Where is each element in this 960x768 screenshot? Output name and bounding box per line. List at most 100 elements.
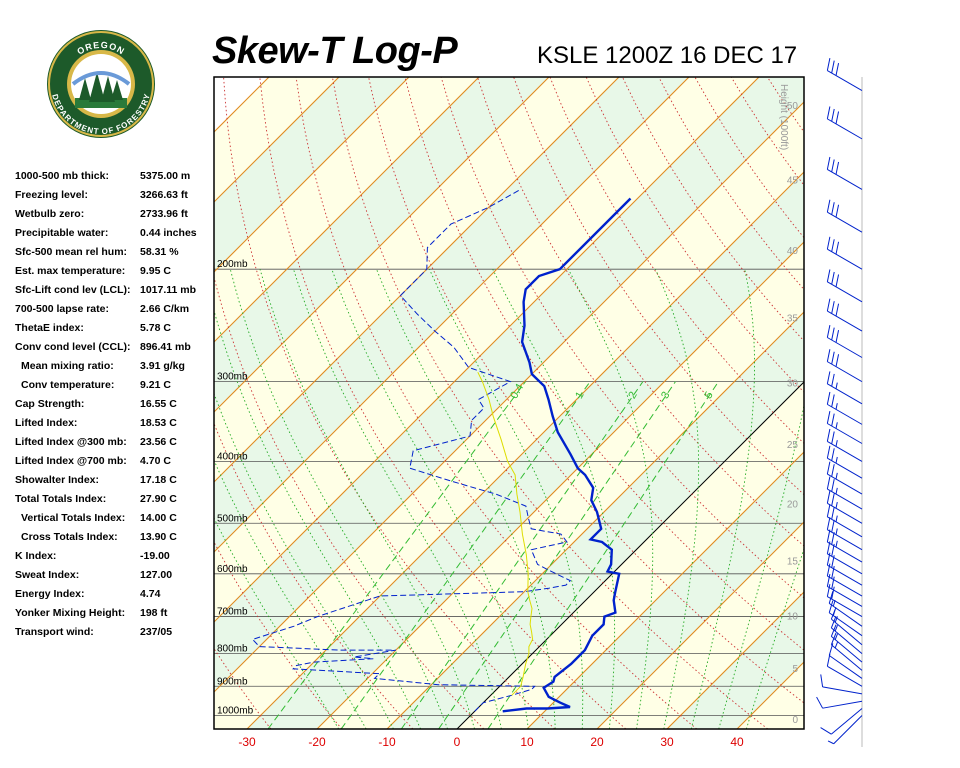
index-row: Mean mixing ratio: 3.91 g/kg (15, 358, 215, 377)
wind-barb-flag (831, 431, 835, 444)
isotherm-line (596, 521, 804, 729)
wind-barb-flag (831, 159, 835, 173)
wind-barb-flag (831, 448, 835, 461)
wind-barb-flag (826, 584, 831, 597)
plot-frame (213, 76, 805, 730)
isotherm-band (214, 77, 804, 692)
wind-barb-staff (827, 361, 863, 383)
wind-barb-staff (827, 502, 863, 524)
isobar-label: 300mb (217, 372, 248, 383)
dry-adiabat (214, 647, 272, 729)
zero-isotherm-line (456, 381, 804, 729)
index-row: Lifted Index @300 mb: 23.56 C (15, 434, 215, 453)
x-tick-label: 20 (590, 735, 604, 749)
wind-barb-staff (827, 337, 863, 358)
x-tick-label: 40 (730, 735, 744, 749)
wind-barb-flag (831, 60, 835, 74)
wind-barb-staff (827, 281, 863, 303)
index-row: Conv cond level (CCL): 896.41 mb (15, 339, 215, 358)
index-row: Sfc-Lift cond lev (LCL): 1017.11 mb (15, 282, 215, 301)
mixing-ratio-label: 3 (659, 390, 672, 401)
wind-barb-flag (826, 269, 831, 282)
index-row: ThetaE index: 5.78 C (15, 320, 215, 339)
index-value: 9.95 C (140, 265, 171, 277)
index-row: Total Totals Index: 27.90 C (15, 491, 215, 510)
moist-adiabat (293, 269, 502, 729)
wind-barb-flag (830, 615, 837, 629)
index-label: Transport wind: (15, 626, 94, 638)
index-label: Lifted Index @300 mb: (15, 436, 127, 448)
height-tick-label: 20 (787, 499, 799, 510)
wind-barb-flag (826, 476, 831, 490)
index-label: Freezing level: (15, 189, 88, 201)
wind-barb-flag (831, 394, 835, 407)
mixing-ratio-line (340, 381, 591, 729)
wind-barb (826, 504, 863, 538)
index-label: Total Totals Index: (15, 493, 107, 505)
index-label: Conv cond level (CCL): (15, 341, 131, 353)
wind-barb-flag (831, 271, 835, 285)
wind-barb-staff (827, 403, 863, 425)
index-row: Yonker Mixing Height: 198 ft (15, 605, 215, 624)
moist-adiabat (428, 269, 584, 729)
index-value: 2.66 C/km (140, 303, 190, 315)
index-label: Sfc-500 mean rel hum: (15, 246, 128, 258)
wind-barb-flag (828, 591, 834, 604)
index-label: 700-500 lapse rate: (15, 303, 109, 315)
moist-adiabat (214, 517, 340, 729)
wind-barb-staff (831, 636, 863, 663)
wind-barb-half-flag (835, 487, 838, 495)
wind-barb (826, 653, 863, 687)
wind-barb-staff (827, 488, 863, 510)
wind-barb-flag (831, 373, 835, 387)
index-value: 4.70 C (140, 455, 171, 467)
wind-barb-staff (827, 586, 863, 607)
wind-barb-staff (828, 612, 863, 637)
index-row: K Index: -19.00 (15, 548, 215, 567)
x-tick-label: 10 (520, 735, 534, 749)
wind-barb (826, 156, 863, 190)
mixing-ratio-line (487, 381, 719, 729)
wind-barb-flag (820, 674, 824, 687)
index-row: Est. max temperature: 9.95 C (15, 263, 215, 282)
index-value: 58.31 % (140, 246, 179, 258)
wind-barb-staff (827, 553, 863, 575)
index-row: Lifted Index @700 mb: 4.70 C (15, 453, 215, 472)
wind-barb-staff (827, 383, 863, 405)
wind-barb-flag (826, 445, 831, 459)
wind-barb-half-flag (835, 472, 838, 480)
index-value: -19.00 (140, 550, 170, 562)
wind-barb-flag (831, 413, 835, 427)
index-label: Lifted Index: (15, 417, 78, 429)
isotherm-line (214, 77, 550, 413)
wind-barb-staff (827, 473, 863, 495)
wind-barb-flag (831, 506, 835, 520)
height-tick-label: 30 (787, 378, 799, 389)
index-label: Mean mixing ratio: (21, 360, 114, 372)
index-label: Showalter Index: (15, 474, 100, 486)
wind-barb-flag (826, 106, 831, 119)
isotherm-line (214, 77, 410, 273)
dry-adiabat (549, 77, 804, 444)
wind-barb (830, 624, 863, 663)
index-row: Cap Strength: 16.55 C (15, 396, 215, 415)
wind-barb (826, 563, 863, 597)
wind-barb (826, 58, 863, 91)
index-row: Cross Totals Index: 13.90 C (15, 529, 215, 548)
wind-barb-half-flag (835, 422, 838, 429)
wind-barb-half-flag (835, 456, 838, 464)
index-value: 18.53 C (140, 417, 177, 429)
height-tick-label: 10 (787, 611, 799, 622)
dry-adiabat (259, 77, 627, 729)
wind-barb-staff (827, 310, 863, 332)
wind-barb-flag (831, 519, 835, 533)
wind-barb-half-flag (835, 528, 838, 535)
wind-barb (826, 476, 863, 510)
wind-barb (820, 708, 863, 735)
index-value: 198 ft (140, 607, 168, 619)
isotherm-band (214, 102, 804, 729)
wind-barb-flag (816, 696, 824, 709)
wind-barb-flag (828, 600, 834, 613)
wind-barb-flag (826, 517, 831, 530)
x-tick-label: -10 (378, 735, 396, 749)
